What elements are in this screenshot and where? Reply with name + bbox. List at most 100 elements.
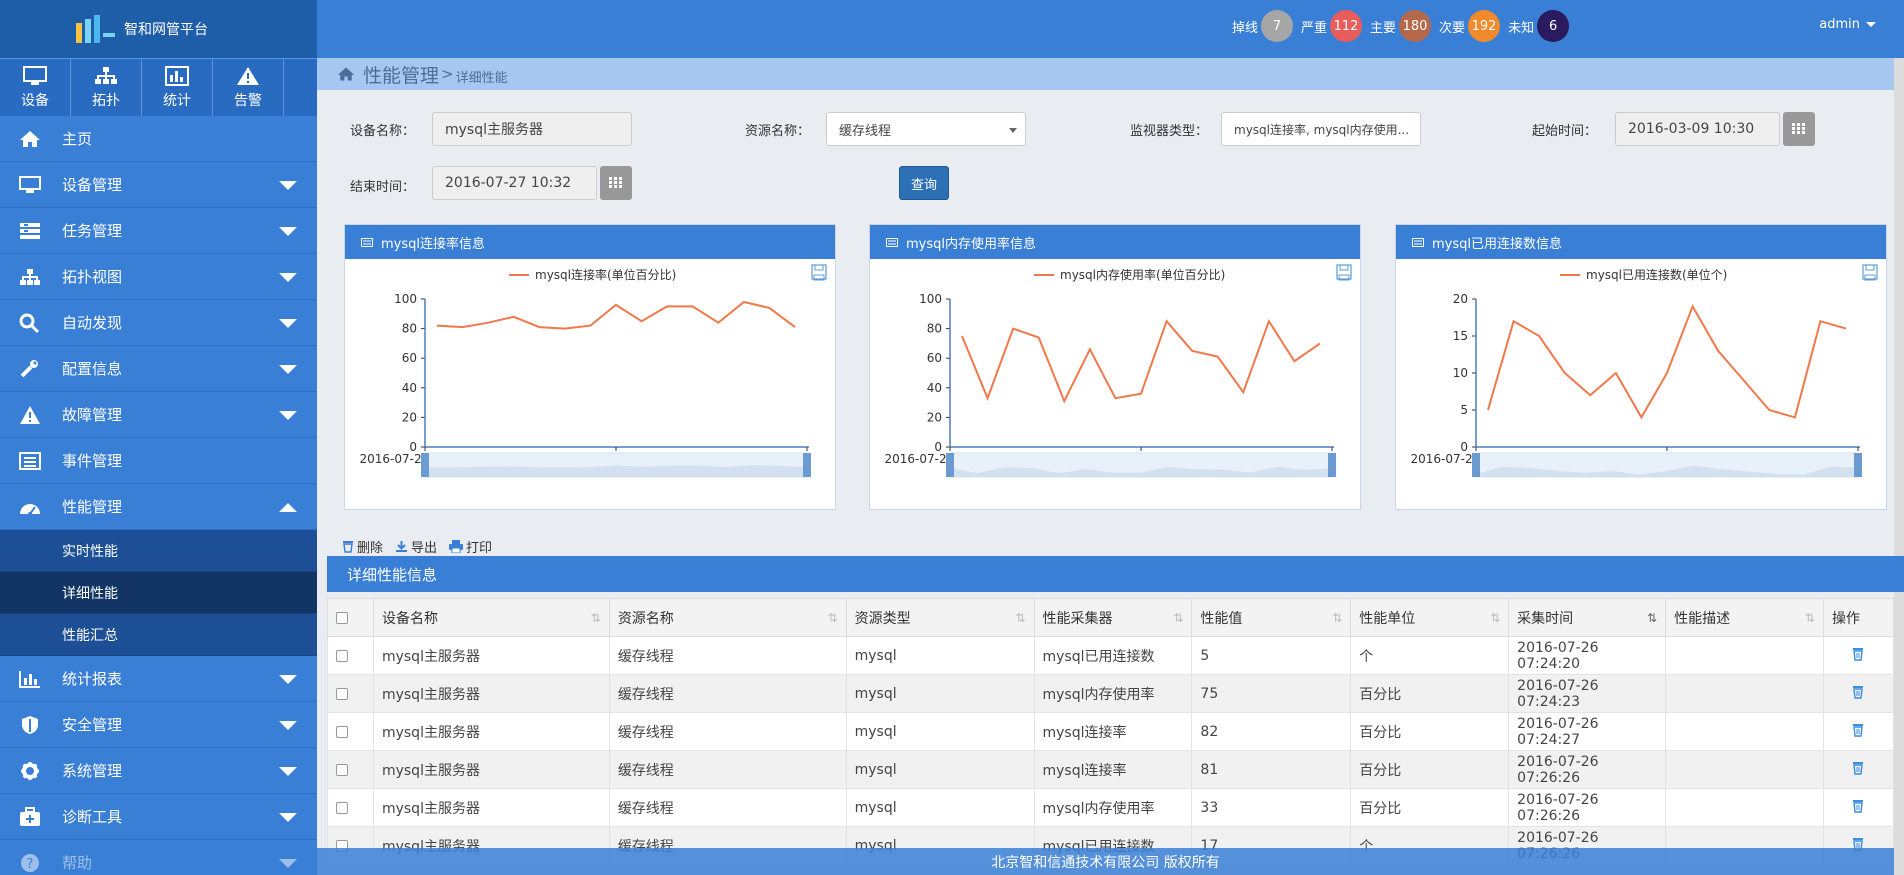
table-row[interactable]: mysql主服务器 缓存线程 mysql mysql已用连接数 5 个 2016-07-26… [327,636,1895,675]
row-checkbox[interactable] [336,763,348,776]
end-time-input[interactable]: 2016-07-27 10:32 [432,166,597,200]
device-name-input[interactable]: mysql主服务器 [432,112,632,146]
menu-event[interactable]: 事件管理 [0,438,317,484]
row-checkbox[interactable] [336,687,348,700]
submenu-realtime[interactable]: 实时性能 [0,530,317,572]
alarm-major[interactable]: 主要 180 [1370,10,1432,42]
row-select-cell[interactable] [327,674,374,713]
row-select-cell[interactable] [327,788,374,827]
topology-icon [20,268,40,285]
data-zoom-slider[interactable] [421,452,811,478]
cell-collector: mysql内存使用率 [1033,788,1193,827]
zoom-handle-right[interactable] [1854,453,1862,477]
menu-home[interactable]: 主页 [0,116,317,162]
menu-security[interactable]: 安全管理 [0,702,317,748]
trash-icon[interactable] [1852,685,1864,699]
chart-plot[interactable]: mysql内存使用率(单位百分比)1008060402002016-07-26T… [870,259,1360,509]
row-checkbox[interactable] [336,649,348,662]
print-button[interactable]: 打印 [449,537,492,556]
trash-icon[interactable] [1852,761,1864,775]
menu-topo[interactable]: 拓扑视图 [0,254,317,300]
device-name-value: mysql主服务器 [445,122,543,138]
alarm-minor[interactable]: 次要 192 [1439,10,1501,42]
trash-icon[interactable] [1852,723,1864,737]
trash-icon[interactable] [1852,799,1864,813]
col-device-name[interactable]: 设备名称 ⇅ [372,598,610,637]
save-as-image-icon[interactable] [811,264,827,281]
chevron-down-icon [279,365,297,374]
menu-system[interactable]: 系统管理 [0,748,317,794]
calendar-icon [1792,123,1805,134]
zoom-handle-left[interactable] [421,453,429,477]
monitor-type-select[interactable]: mysql连接率, mysql内存使用... [1221,112,1421,146]
col-unit[interactable]: 性能单位 ⇅ [1350,598,1510,637]
row-checkbox[interactable] [336,725,348,738]
alarm-offline[interactable]: 掉线 7 [1232,10,1294,42]
select-all-checkbox[interactable] [336,611,348,624]
table-row[interactable]: mysql主服务器 缓存线程 mysql mysql连接率 81 百分比 2016-07-2… [327,750,1895,789]
menu-device[interactable]: 设备管理 [0,162,317,208]
menu-help[interactable]: ? 帮助 [0,840,317,875]
monitor-type-label: 监视器类型： [1130,124,1209,139]
series-line[interactable] [436,300,796,330]
breadcrumb: 性能管理 > 详细性能 [317,58,1894,90]
table-row[interactable]: mysql主服务器 缓存线程 mysql mysql内存使用率 33 百分比 2016-07… [327,788,1895,827]
chart-plot[interactable]: mysql已用连接数(单位个)201510502016-07-26T07:24:… [1396,259,1886,509]
col-resource-type[interactable]: 资源类型 ⇅ [845,598,1035,637]
zoom-handle-right[interactable] [1328,453,1336,477]
menu-diag[interactable]: 诊断工具 [0,794,317,840]
query-button[interactable]: 查询 [899,166,949,200]
trash-icon[interactable] [1852,647,1864,661]
cell-desc [1665,712,1824,751]
menu-task[interactable]: 任务管理 [0,208,317,254]
row-select-cell[interactable] [327,750,374,789]
legend[interactable]: mysql已用连接数(单位个) [1560,267,1727,282]
col-description[interactable]: 性能描述 ⇅ [1665,598,1824,637]
legend[interactable]: mysql连接率(单位百分比) [509,267,676,282]
start-time-calendar-button[interactable] [1783,112,1815,146]
data-zoom-slider[interactable] [946,452,1336,478]
save-as-image-icon[interactable] [1336,264,1352,281]
quick-stats-button[interactable]: 统计 [142,59,213,116]
chart-plot[interactable]: mysql连接率(单位百分比)1008060402002016-07-26T07… [345,259,835,509]
row-select-cell[interactable] [327,712,374,751]
quick-topology-button[interactable]: 拓扑 [71,59,142,116]
quick-alarm-button[interactable]: 告警 [213,59,284,116]
col-resource-name[interactable]: 资源名称 ⇅ [608,598,847,637]
menu-discover[interactable]: 自动发现 [0,300,317,346]
export-button[interactable]: 导出 [395,537,437,556]
row-checkbox[interactable] [336,801,348,814]
menu-report[interactable]: 统计报表 [0,656,317,702]
legend[interactable]: mysql内存使用率(单位百分比) [1034,267,1225,282]
zoom-handle-left[interactable] [1472,453,1480,477]
menu-perf[interactable]: 性能管理 [0,484,317,530]
delete-button[interactable]: 删除 [342,537,383,556]
row-select-cell[interactable] [327,636,374,675]
quick-device-button[interactable]: 设备 [0,59,71,116]
table-row[interactable]: mysql主服务器 缓存线程 mysql mysql连接率 82 百分比 2016-07-2… [327,712,1895,751]
resource-name-select[interactable]: 缓存线程 [826,112,1026,146]
user-menu[interactable]: admin [1819,17,1876,32]
menu-config[interactable]: 配置信息 [0,346,317,392]
start-time-input[interactable]: 2016-03-09 10:30 [1615,112,1780,146]
col-time[interactable]: 采集时间 ⇅ [1508,598,1667,637]
series-line[interactable] [1487,304,1847,420]
series-line[interactable] [961,318,1321,404]
end-time-calendar-button[interactable] [600,166,632,200]
col-collector[interactable]: 性能采集器 ⇅ [1033,598,1193,637]
save-as-image-icon[interactable] [1862,264,1878,281]
chevron-down-icon [279,227,297,236]
data-zoom-slider[interactable] [1472,452,1862,478]
col-value[interactable]: 性能值 ⇅ [1191,598,1352,637]
submenu-detail[interactable]: 详细性能 [0,572,317,614]
breadcrumb-main[interactable]: 性能管理 [363,64,440,87]
table-row[interactable]: mysql主服务器 缓存线程 mysql mysql内存使用率 75 百分比 2016-07… [327,674,1895,713]
menu-fault[interactable]: 故障管理 [0,392,317,438]
zoom-handle-left[interactable] [946,453,954,477]
page-scrollbar[interactable] [1894,58,1904,875]
zoom-handle-right[interactable] [803,453,811,477]
select-all-header[interactable] [327,598,374,637]
alarm-unknown[interactable]: 未知 6 [1508,10,1570,42]
submenu-summary[interactable]: 性能汇总 [0,614,317,656]
alarm-critical[interactable]: 严重 112 [1301,10,1363,42]
